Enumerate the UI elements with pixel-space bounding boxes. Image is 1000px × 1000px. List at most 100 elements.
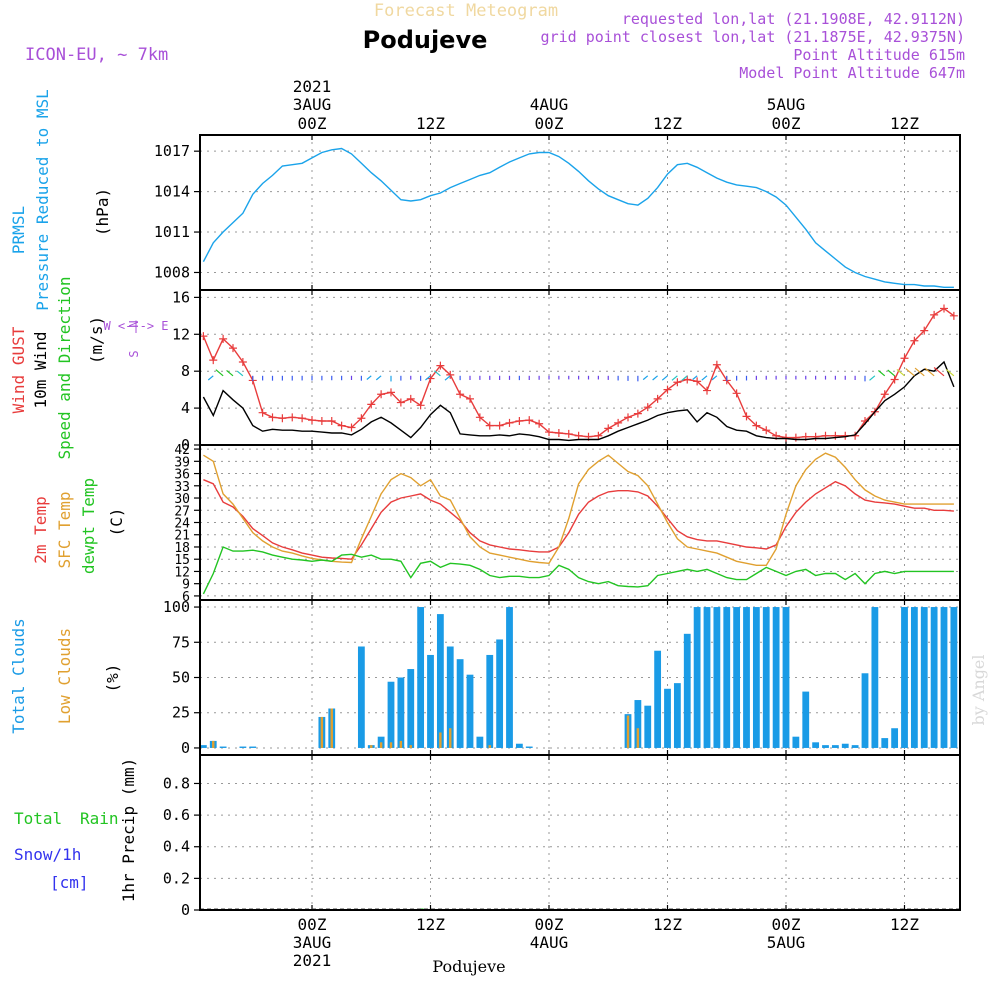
total-cloud-bar [841,743,849,748]
total-cloud-bar [881,738,889,748]
total-cloud-bar [831,745,839,748]
precip-axis-label: 1hr Precip (mm) [119,758,138,903]
bottom-tick-label: 12Z [890,915,919,934]
wind-arrow [933,367,945,377]
gust-point [762,426,771,435]
point-altitude: Point Altitude 615m [793,46,965,64]
total-cloud-bar [782,607,790,748]
gust-point [752,421,761,430]
total-cloud-bar [733,607,741,748]
gust-point [811,432,820,441]
bottom-location-label: Podujeve [432,957,505,976]
total-cloud-bar [683,633,691,748]
total-cloud-bar [239,746,247,748]
gust-point [238,357,247,366]
bottom-tick-label: 12Z [653,915,682,934]
precip-ytick-label: 0.2 [163,869,190,887]
wind-arrow [681,375,688,381]
model-label: ICON-EU, ~ 7km [25,45,168,65]
pressure-ytick-label: 1011 [154,223,190,241]
gust-point [416,401,425,410]
total-cloud-bar [910,607,918,748]
temp-unit: (C) [107,508,126,537]
total-cloud-bar [752,607,760,748]
clouds-panel: 0 25 50 75 100 [163,598,961,757]
pressure-ytick-label: 1017 [154,142,190,160]
wind-arrow [905,368,915,377]
pressure-unit: (hPa) [93,188,112,236]
total-cloud-bar [644,705,652,748]
temp-ytick-label: 21 [174,529,190,544]
wind-arrow [701,375,708,381]
precip-ytick-label: 0.8 [163,774,190,792]
total-cloud-bar [486,654,494,748]
gust-point [456,390,465,399]
total-cloud-bar [812,742,820,748]
cloud-labels: Total Clouds Low Clouds (%) [9,618,122,734]
total-cloud-bar [427,654,434,748]
total-cloud-bar [950,607,958,748]
wind-arrow [642,375,649,381]
gust-point [564,429,573,438]
gust-point [525,416,534,425]
compass-s: S [127,350,141,357]
low-cloud-bar [449,728,452,748]
wind-ytick-label: 12 [172,325,190,343]
precip-ytick-label: 0.4 [163,838,190,856]
gust-point [278,414,287,423]
temp-ytick-label: 24 [174,517,190,532]
temp-ytick-label: 15 [174,553,190,568]
cloud-unit: (%) [103,664,122,693]
pressure-labels: PRMSL Pressure Reduced to MSL (hPa) [9,89,112,311]
precip-ytick-label: 0.6 [163,806,190,824]
total-cloud-bar [397,677,405,748]
pressure-line [202,147,954,288]
gust-point [604,424,613,433]
total-cloud-bar [446,646,454,748]
gust-point [633,409,642,418]
precip-labels: Total Rain Snow/1h [cm] 1hr Precip (mm) [14,758,138,903]
total-cloud-bar [871,607,879,748]
temp-label-3: dewpt Temp [79,478,98,574]
wind-arrow [236,370,244,377]
low-cloud-bar [389,742,393,748]
total-cloud-bar [506,607,513,748]
wind-arrow [434,370,441,377]
location-title: Podujeve [363,26,488,54]
gust-point [554,429,563,438]
low-cloud-bar [409,745,412,748]
total-cloud-bar [417,607,425,748]
total-cloud-bar [496,639,504,748]
gust-point [653,394,662,403]
wind-arrow [924,367,935,377]
total-cloud-bar [357,646,365,748]
wind-arrow [652,375,659,381]
wind-arrow [444,375,451,381]
wind-label-1: Wind GUST [9,326,28,413]
wind-line [202,360,955,442]
wind-arrow [711,375,718,381]
total-cloud-bar [920,607,928,748]
temp-ytick-label: 36 [174,468,190,483]
cloud-label-2: Low Clouds [55,628,74,724]
gust-point [614,418,623,427]
gust-point [910,336,919,345]
top-tick-label: 00Z [535,114,564,133]
bottom-day-label: 4AUG [530,933,569,952]
gust-point [308,416,316,425]
bottom-tick-label: 12Z [416,915,445,934]
gust-point [782,433,790,442]
gust-point [673,378,682,387]
gust-point [594,431,603,440]
wind-arrow [207,375,214,381]
precip-label-snow: Snow/1h [14,845,81,864]
pressure-ytick-label: 1014 [154,183,190,201]
wind-panel: 0 4 8 12 16 [172,288,961,454]
clouds-ytick-label: 100 [163,598,190,616]
gust-point [387,388,395,397]
clouds-ytick-label: 25 [172,704,190,722]
total-cloud-bar [634,700,642,748]
wind-arrow [375,375,382,381]
temp-ytick-label: 12 [174,565,190,580]
